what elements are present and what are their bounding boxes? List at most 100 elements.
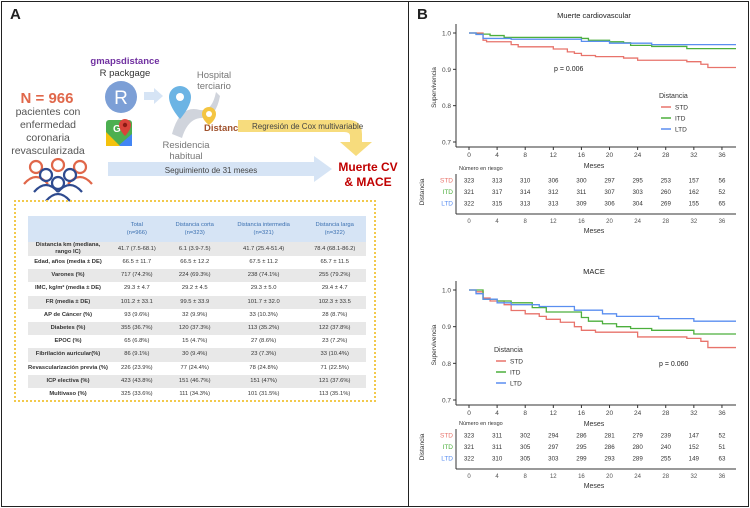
risk-row-label: STD [440,433,453,440]
risk-count: 286 [576,433,587,440]
svg-text:G: G [113,124,121,135]
table-cell: 77 (24.4%) [180,364,209,371]
x-tick-label: 4 [495,152,499,159]
hospital-label: Hospital terciario [186,70,242,92]
risk-count: 314 [520,189,531,196]
table-header-cell [28,216,108,242]
table-cell: 121 (37.6%) [303,374,366,388]
table-cell: 78.4 (68.1-86.2) [303,242,366,256]
km-curve-ltd [469,32,736,46]
risk-count: 52 [719,433,726,440]
table-cell: 66.5 ± 11.7 [122,259,152,266]
y-tick-label: 1.0 [442,288,451,295]
risk-count: 313 [548,201,559,208]
risk-count: 297 [548,444,559,451]
header-title: Distancia intermedia [237,222,290,228]
table-cell: 33 (10.3%) [249,311,278,318]
risk-y-axis-label: Distancia [419,433,426,460]
x-tick-label: 28 [662,410,670,417]
table-header-cell: Total (n=966) [108,216,166,242]
risk-count: 305 [520,456,531,463]
x-tick-label: 32 [690,152,698,159]
risk-x-tick-label: 4 [495,219,499,225]
table-cell: 71 (22.5%) [320,364,349,371]
km-curve-itd [469,32,736,50]
panel-a: A N = 966 pacientes con enfermedad coron… [1,1,409,507]
risk-count: 306 [548,178,559,185]
risk-x-tick-label: 28 [662,474,669,480]
table-header-row: Total (n=966) Distancia corta (n=323) Dist… [28,216,366,242]
y-tick-label: 0.7 [442,398,451,405]
y-axis-label: Supervivencia [431,67,438,108]
risk-count: 309 [576,201,587,208]
google-maps-icon: G [106,119,132,146]
risk-x-tick-label: 36 [719,474,726,480]
table-cell: 101.2 ± 33.1 [108,295,166,309]
table-cell: 151 (47%) [223,374,304,388]
residence-line: habitual [169,151,203,162]
risk-x-tick-label: 32 [690,219,697,225]
risk-count: 304 [632,201,643,208]
risk-row-label: STD [440,178,453,185]
table-cell: 29.2 ± 4.5 [181,285,208,292]
row-label: Edad, años (media ± DE) [34,259,102,266]
table-cell: 28 (8.7%) [322,311,348,318]
km-charts: Muerte cardiovascular 0.7 0.8 0.9 1.0 0 4 8 12 16… [419,11,736,490]
risk-x-tick-label: 16 [578,219,585,225]
row-label: FR (media ± DE) [28,295,108,309]
km-curve-itd [469,289,736,335]
chart-title: MACE [583,267,605,276]
row-label: Distancia km (mediana, rango IC) [28,242,108,256]
y-tick-label: 0.8 [442,103,451,110]
risk-count: 295 [632,178,643,185]
table-cell: 23 (7.3%) [223,348,304,362]
risk-count: 321 [464,444,475,451]
risk-count: 281 [604,433,615,440]
table-cell: 101 (31.5%) [247,390,280,397]
table-cell: 120 (37.3%) [165,321,224,336]
table-cell: 101.7 ± 32.0 [223,295,304,309]
risk-x-tick-label: 12 [550,474,557,480]
outcome-line: Muerte CV [338,160,398,174]
table-header-cell: Distancia intermedia (n=321) [223,216,304,242]
row-label: ICP electiva (%) [28,374,108,388]
table-row: IMC, kg/m² (media ± DE) 29.3 ± 4.7 29.2 ± … [28,282,366,295]
x-tick-label: 20 [606,152,614,159]
risk-count: 313 [520,201,531,208]
risk-count: 63 [719,456,726,463]
x-tick-label: 16 [578,410,586,417]
risk-count: 294 [548,433,559,440]
flow-arrow-icon [144,88,163,104]
risk-count: 322 [464,201,475,208]
risk-y-axis-label: Distancia [419,178,426,205]
risk-x-tick-label: 8 [524,219,528,225]
row-label: Varones (%) [28,269,108,283]
table-row: Diabetes (%) 355 (36.7%) 120 (37.3%) 113 (3… [28,321,366,336]
x-tick-label: 20 [606,410,614,417]
header-title: Total [130,222,143,228]
header-sub: (n=966) [126,230,147,236]
x-axis-label: Meses [584,421,605,428]
header-sub: (n=323) [184,230,205,236]
svg-text:R: R [114,88,128,109]
table-row: Varones (%) 717 (74.2%) 224 (69.3%) 238 (74… [28,269,366,283]
table-cell: 6.1 (3.9-7.5) [165,242,224,256]
risk-count: 157 [689,178,700,185]
outcome-label: Muerte CV & MACE [328,160,408,190]
p-value: p = 0.060 [659,361,688,368]
table-cell: 41.7 (25.4-51.4) [223,242,304,256]
package-subtitle: R packgage [99,68,151,79]
risk-count: 299 [576,456,587,463]
table-cell: 29.3 ± 5.0 [250,285,277,292]
risk-x-tick-label: 20 [606,219,613,225]
header-title: Distancia larga [315,222,354,228]
risk-count: 297 [604,178,615,185]
table-cell: 325 (33.6%) [121,390,153,397]
km-curve-std [469,32,736,69]
population-description: pacientes con enfermedad coronaria revas… [6,106,90,158]
table-cell: 93 (9.6%) [124,311,150,318]
risk-count: 240 [661,444,672,451]
table-cell: 423 (43.8%) [108,374,166,388]
risk-row-label: ITD [443,189,454,196]
legend-label: STD [510,359,523,366]
